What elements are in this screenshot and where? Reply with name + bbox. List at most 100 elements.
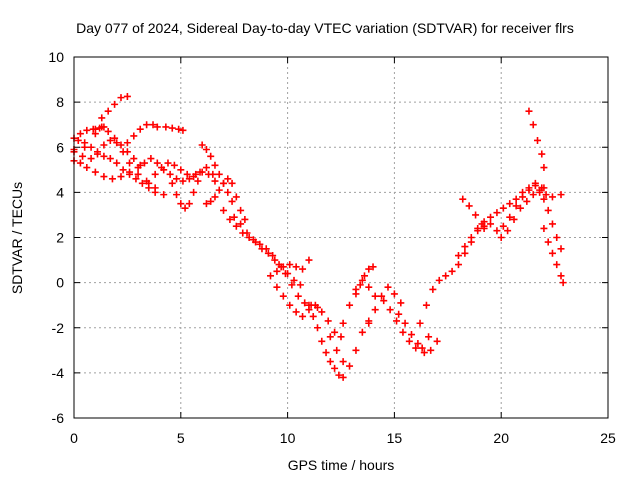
data-point-marker [106,136,114,144]
data-point-marker [536,186,544,194]
data-point-marker [557,272,565,280]
data-point-marker [185,175,193,183]
data-point-marker [185,200,193,208]
data-point-marker [207,152,215,160]
data-point-marker [111,134,119,142]
data-point-marker [134,170,142,178]
data-point-marker [83,164,91,172]
data-point-marker [326,333,334,341]
data-point-marker [177,200,185,208]
data-point-marker [130,132,138,140]
data-point-marker [386,306,394,314]
data-point-marker [523,197,531,205]
data-point-marker [448,267,456,275]
chart-title: Day 077 of 2024, Sidereal Day-to-day VTE… [76,20,574,36]
data-point-marker [314,324,322,332]
data-point-marker [104,107,112,115]
data-point-marker [106,155,114,163]
data-point-marker [407,331,415,339]
data-point-marker [117,173,125,181]
data-point-marker [279,263,287,271]
data-point-marker [365,319,373,327]
data-point-marker [111,100,119,108]
data-point-marker [399,328,407,336]
data-point-marker [104,127,112,135]
data-point-marker [123,139,131,147]
data-point-marker [273,267,281,275]
data-point-marker [151,188,159,196]
data-point-marker [393,317,401,325]
data-point-marker [237,220,245,228]
y-axis-title: SDTVAR / TECUs [9,182,25,294]
data-point-marker [433,337,441,345]
data-point-marker [164,159,172,167]
data-point-marker [326,358,334,366]
data-point-marker [309,312,317,320]
data-point-marker [207,197,215,205]
data-point-marker [149,121,157,129]
data-point-marker [294,292,302,300]
data-point-marker [173,191,181,199]
data-point-marker [335,371,343,379]
data-point-marker [339,373,347,381]
x-tick-label: 0 [70,430,78,446]
data-point-marker [324,317,332,325]
data-point-marker [173,175,181,183]
data-point-marker [425,333,433,341]
data-point-marker [74,136,82,144]
data-point-marker [454,261,462,269]
data-point-marker [510,215,518,223]
data-point-marker [81,139,89,147]
data-point-marker [472,211,480,219]
data-point-marker [228,179,236,187]
data-point-marker [487,220,495,228]
data-point-marker [151,170,159,178]
data-point-marker [487,213,495,221]
data-point-marker [540,224,548,232]
data-point-marker [305,256,313,264]
data-point-marker [365,283,373,291]
data-point-marker [130,155,138,163]
data-point-marker [499,204,507,212]
x-axis-title: GPS time / hours [288,457,395,473]
data-point-marker [100,173,108,181]
data-point-marker [493,227,501,235]
data-point-marker [281,270,289,278]
data-point-marker [168,179,176,187]
data-point-marker [369,263,377,271]
data-point-marker [442,272,450,280]
data-point-marker [126,170,134,178]
y-tick-label: 0 [56,275,64,291]
data-point-marker [194,177,202,185]
data-point-marker [211,161,219,169]
data-point-marker [542,191,550,199]
data-point-marker [153,123,161,131]
data-point-marker [299,312,307,320]
data-point-marker [123,148,131,156]
data-point-marker [113,139,121,147]
y-tick-label: -4 [52,365,65,381]
data-point-marker [559,279,567,287]
data-point-marker [548,220,556,228]
data-point-marker [346,301,354,309]
data-point-marker [83,126,91,134]
data-point-marker [138,179,146,187]
data-point-marker [288,281,296,289]
data-point-marker [220,206,228,214]
data-point-marker [420,349,428,357]
data-point-marker [540,195,548,203]
data-point-marker [262,245,270,253]
data-point-marker [459,195,467,203]
data-point-marker [384,283,392,291]
data-point-marker [538,150,546,158]
data-point-marker [267,272,275,280]
data-point-marker [198,141,206,149]
data-point-marker [292,263,300,271]
data-point-marker [352,346,360,354]
data-point-marker [548,249,556,257]
data-point-marker [87,155,95,163]
data-point-marker [506,200,514,208]
data-point-marker [108,175,116,183]
plot-frame [73,56,609,419]
data-point-marker [322,349,330,357]
